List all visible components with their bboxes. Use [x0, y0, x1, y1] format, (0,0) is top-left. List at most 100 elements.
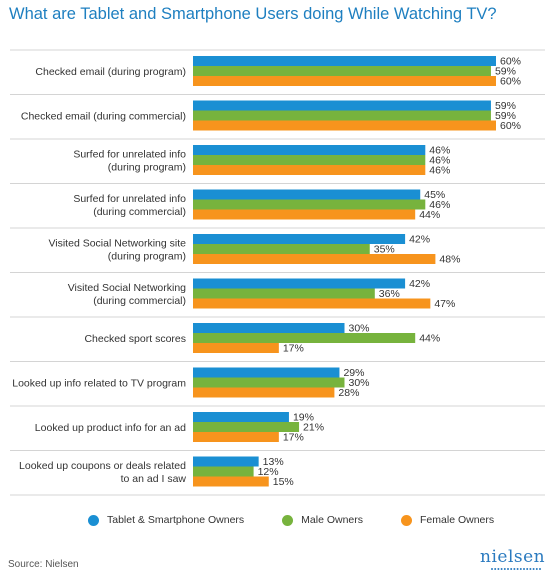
value-label: 47%: [434, 298, 455, 310]
category-label: Checked email (during program): [35, 66, 186, 78]
value-label: 13%: [263, 456, 284, 468]
value-label: 46%: [429, 199, 450, 211]
value-label: 46%: [429, 145, 450, 157]
bar-tablet: [193, 145, 426, 155]
bar-male: [193, 244, 370, 254]
bar-female: [193, 298, 431, 309]
category-label: Checked sport scores: [84, 333, 186, 345]
bar-female: [193, 343, 279, 353]
legend-swatch-tablet: [88, 514, 99, 526]
bar-male: [193, 333, 416, 343]
logo-dot: [510, 568, 513, 570]
category-label: (during program): [108, 251, 186, 263]
logo-dot: [497, 568, 500, 570]
value-label: 59%: [495, 66, 516, 78]
bar-male: [193, 422, 300, 432]
category-label: (during program): [108, 162, 186, 174]
logo-dot: [523, 568, 525, 570]
bar-female: [193, 432, 279, 442]
bar-male: [193, 110, 491, 121]
value-label: 29%: [343, 367, 364, 379]
bar-male: [193, 199, 426, 210]
logo-wordmark: nielsen: [480, 547, 546, 567]
logo-dot: [529, 568, 532, 570]
value-label: 60%: [500, 76, 521, 88]
bar-tablet: [193, 412, 289, 422]
bar-female: [193, 76, 496, 86]
bar-tablet: [193, 367, 340, 378]
bar-tablet: [193, 456, 259, 467]
bar-male: [193, 466, 254, 477]
value-label: 28%: [338, 387, 359, 399]
bar-chart: Checked email (during program) 60% 59% 60% C…: [0, 44, 552, 504]
logo-dot: [535, 568, 538, 570]
logo-dot: [503, 568, 506, 570]
bar-tablet: [193, 278, 406, 289]
legend-item-tablet: Tablet & Smartphone Owners: [88, 514, 244, 526]
legend-item-female: Female Owners: [401, 514, 494, 526]
value-label: 60%: [500, 56, 521, 68]
legend-label-male: Male Owners: [301, 514, 364, 526]
logo-dot: [500, 568, 503, 570]
value-label: 46%: [429, 165, 450, 177]
legend-label-female: Female Owners: [420, 514, 495, 526]
value-label: 46%: [429, 155, 450, 167]
bar-male: [193, 66, 491, 76]
legend-item-male: Male Owners: [282, 514, 363, 526]
value-label: 42%: [409, 278, 430, 290]
category-label: (during commercial): [93, 206, 186, 218]
bar-female: [193, 120, 496, 131]
category-label: Looked up info related to TV program: [12, 378, 186, 390]
value-label: 30%: [349, 377, 370, 389]
logo-dots-icon: [491, 568, 541, 570]
value-label: 21%: [303, 422, 324, 434]
chart-legend: Tablet & Smartphone Owners Male Owners F…: [88, 512, 528, 528]
value-label: 44%: [419, 333, 440, 345]
logo-dot: [539, 568, 541, 570]
source-note: Source: Nielsen: [8, 559, 79, 570]
value-label: 17%: [283, 343, 304, 355]
logo-dot: [532, 568, 535, 570]
value-label: 59%: [495, 110, 516, 122]
bar-female: [193, 476, 269, 487]
bar-tablet: [193, 234, 406, 244]
chart-title: What are Tablet and Smartphone Users doi…: [9, 5, 497, 23]
bar-female: [193, 209, 416, 220]
bar-tablet: [193, 323, 345, 333]
bar-tablet: [193, 56, 496, 66]
logo-dot: [519, 568, 522, 570]
category-label: Surfed for unrelated info: [73, 193, 186, 205]
category-label: (during commercial): [93, 295, 186, 307]
bar-female: [193, 165, 426, 175]
logo-dot: [526, 568, 529, 570]
nielsen-logo: nielsen: [480, 547, 546, 576]
legend-swatch-male: [282, 514, 294, 526]
value-label: 42%: [409, 234, 430, 246]
category-label: Visited Social Networking: [68, 282, 186, 294]
bar-male: [193, 288, 375, 299]
logo-dot: [507, 568, 509, 570]
value-label: 60%: [500, 120, 521, 132]
bar-female: [193, 254, 436, 264]
category-label: Visited Social Networking site: [48, 238, 186, 250]
logo-dot: [516, 568, 519, 570]
value-label: 48%: [439, 254, 460, 266]
legend-label-tablet: Tablet & Smartphone Owners: [107, 514, 245, 526]
bar-female: [193, 387, 335, 398]
bar-tablet: [193, 189, 421, 200]
category-label: Surfed for unrelated info: [73, 149, 186, 161]
logo-dot: [491, 568, 493, 570]
logo-dot: [513, 568, 516, 570]
value-label: 19%: [293, 412, 314, 424]
bar-male: [193, 377, 345, 388]
chart-svg: Checked email (during program)60%59%60%C…: [10, 49, 545, 496]
category-label: Looked up product info for an ad: [35, 422, 186, 434]
bar-tablet: [193, 100, 491, 111]
category-label: to an ad I saw: [121, 473, 187, 485]
value-label: 35%: [374, 244, 395, 256]
value-label: 12%: [258, 466, 279, 478]
value-label: 17%: [283, 432, 304, 444]
bar-male: [193, 155, 426, 165]
category-label: Checked email (during commercial): [21, 111, 186, 123]
value-label: 45%: [424, 189, 445, 201]
